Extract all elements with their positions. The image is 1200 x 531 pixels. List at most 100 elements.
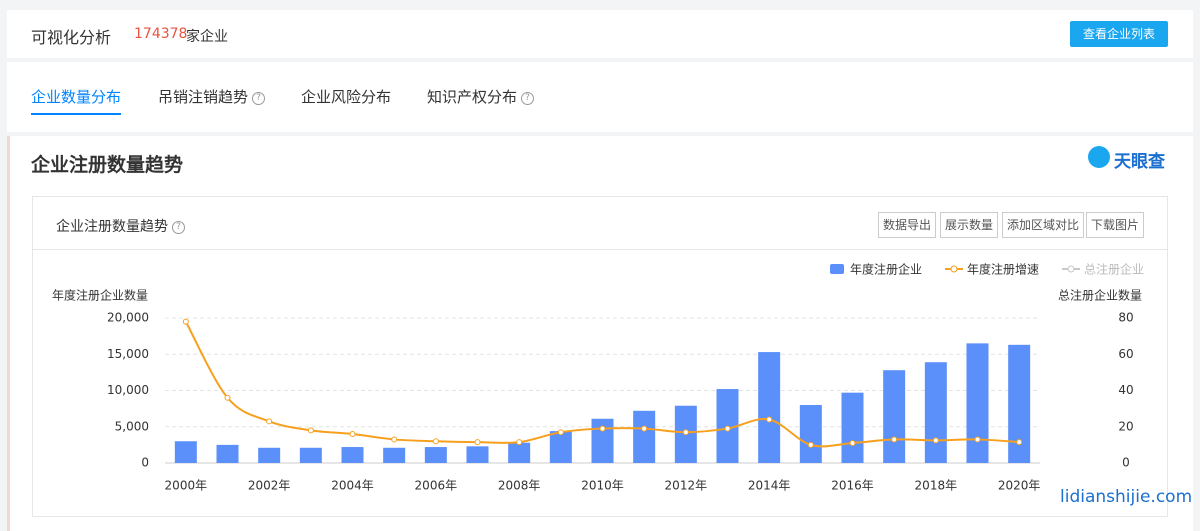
logo: 天眼查 [1114,152,1165,172]
line-point [474,439,481,446]
x-tick-label: 2008年 [498,479,541,493]
y2-tick-label: 80 [1118,311,1133,325]
y-tick-label: 20,000 [107,311,149,325]
line-point [682,429,689,436]
help-icon[interactable]: ? [252,92,266,105]
panel-title: 企业注册数量趋势? [56,216,185,236]
y2-tick-label: 0 [1122,456,1130,470]
x-tick-label: 2002年 [248,479,291,493]
y-axis-label: 年度注册企业数量 [52,288,148,303]
line-point [557,429,564,436]
tab-label: 企业数量分布 [31,88,122,106]
bar [633,410,656,463]
tab-label: 吊销注销趋势 [158,88,249,106]
bar [1008,344,1031,463]
line-point [724,425,731,432]
bar [591,418,614,463]
line-point [641,425,648,432]
y-tick-label: 5,000 [115,419,149,433]
bar [383,447,406,463]
line-point [932,437,939,444]
help-icon[interactable]: ? [172,221,185,234]
y-tick-label: 10,000 [107,383,149,397]
tab-label: 企业风险分布 [301,88,392,106]
bar [549,431,572,463]
line-point [307,427,314,434]
x-tick-label: 2012年 [665,479,708,493]
bar [466,446,489,463]
tool-button[interactable]: 添加区域对比 [1002,212,1085,238]
bar [424,447,447,463]
bar [841,392,864,463]
legend-label[interactable]: 年度注册增速 [967,262,1039,277]
x-tick-label: 2006年 [415,479,458,493]
line-point [516,439,523,446]
bar [508,442,531,463]
y2-tick-label: 60 [1118,347,1133,361]
bar [758,352,781,463]
help-icon[interactable]: ? [521,92,535,105]
bar [924,362,947,463]
x-tick-label: 2000年 [165,479,208,493]
logo-icon [1088,146,1110,168]
count: 174378 [134,26,188,42]
header-title: 可视化分析 [31,28,112,47]
list-button[interactable]: 查看企业列表 [1070,21,1168,47]
line-point [849,440,856,447]
y-tick-label: 0 [141,456,149,470]
line-point [766,416,773,423]
x-tick-label: 2020年 [998,479,1041,493]
line-point [807,441,814,448]
x-tick-label: 2004年 [331,479,374,493]
tab-bar [7,62,1193,132]
tab[interactable]: 吊销注销趋势? [158,86,266,107]
bar [258,447,281,463]
panel-divider [32,249,1168,250]
line-point [224,394,231,401]
line-point [599,425,606,432]
bar [341,447,364,463]
tab[interactable]: 企业数量分布 [31,86,122,115]
panel-title-text: 企业注册数量趋势 [56,219,168,235]
legend-swatch[interactable] [950,265,958,273]
section-title: 企业注册数量趋势 [31,154,184,176]
x-tick-label: 2016年 [831,479,874,493]
tab[interactable]: 企业风险分布 [301,86,391,107]
bar [299,447,322,463]
bar [216,444,239,463]
legend-swatch[interactable] [830,264,844,274]
bar [799,405,822,463]
legend-label[interactable]: 年度注册企业 [850,262,922,277]
line-point [266,418,273,425]
line-point [432,438,439,445]
tool-button[interactable]: 数据导出 [878,212,937,238]
y2-axis-label: 总注册企业数量 [1058,288,1142,303]
tool-button[interactable]: 下载图片 [1086,212,1145,238]
line-point [1016,439,1023,446]
line-point [974,436,981,443]
y-tick-label: 15,000 [107,347,149,361]
legend-label[interactable]: 总注册企业 [1084,262,1144,277]
bar [966,343,989,463]
line-point [349,431,356,437]
count-suffix: 家企业 [186,29,228,45]
line-point [182,318,189,325]
tab[interactable]: 知识产权分布? [427,86,535,107]
watermark: lidianshijie.com [1060,487,1193,507]
header [7,10,1193,58]
y2-tick-label: 20 [1118,419,1133,433]
x-tick-label: 2010年 [581,479,624,493]
bar [174,441,197,463]
tool-button[interactable]: 展示数量 [940,212,999,238]
main [7,136,1193,531]
legend-swatch[interactable] [1067,265,1075,273]
y2-tick-label: 40 [1118,383,1133,397]
tab-label: 知识产权分布 [427,88,518,106]
line-point [891,436,898,443]
line-point [391,436,398,443]
bar [883,370,906,463]
x-tick-label: 2018年 [915,479,958,493]
x-tick-label: 2014年 [748,479,791,493]
